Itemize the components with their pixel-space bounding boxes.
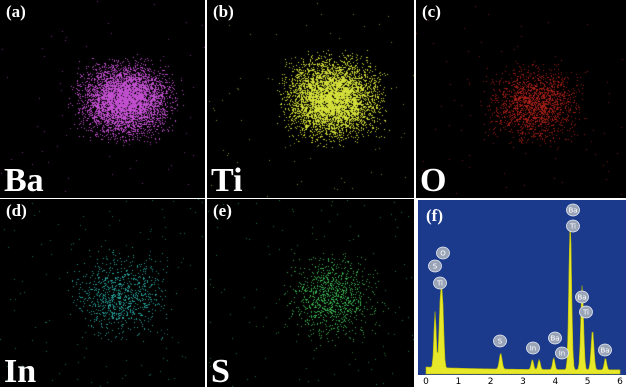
svg-text:Ba: Ba	[600, 347, 609, 355]
svg-text:Ba: Ba	[550, 335, 559, 343]
svg-text:Ba: Ba	[577, 294, 586, 302]
peak-label-ba: Ba	[566, 203, 580, 217]
element-label-s: S	[211, 353, 230, 387]
peak-label-ti: Ti	[579, 305, 593, 319]
peak-label-o: O	[436, 246, 450, 260]
element-label-ba: Ba	[4, 162, 44, 198]
element-label-ti: Ti	[211, 162, 243, 198]
peak-label-ba: Ba	[548, 331, 562, 345]
s-distribution-map	[207, 199, 414, 387]
s-map-panel: (e) S	[207, 199, 414, 387]
svg-text:S: S	[433, 263, 438, 271]
peak-label-ti: Ti	[566, 219, 580, 233]
x-tick-label: 5	[584, 377, 591, 387]
panel-label-d: (d)	[6, 201, 27, 220]
panel-label-b: (b)	[213, 2, 234, 21]
x-tick-label: 6	[617, 377, 623, 387]
ba-map-panel: (a) Ba	[0, 0, 205, 198]
svg-text:In: In	[530, 345, 537, 353]
peak-label-in: In	[555, 346, 569, 360]
panel-label-e: (e)	[213, 201, 232, 220]
svg-text:Ba: Ba	[568, 207, 577, 215]
element-label-in: In	[4, 353, 37, 387]
o-distribution-map	[416, 0, 626, 198]
x-tick-label: 3	[520, 377, 526, 387]
panel-label-a: (a)	[6, 2, 26, 21]
peak-label-s: S	[493, 334, 507, 348]
ba-distribution-map	[0, 0, 205, 198]
peak-label-ba: Ba	[575, 290, 589, 304]
peak-label-ti: Ti	[433, 276, 447, 290]
ti-distribution-map	[207, 0, 414, 198]
peak-label-s: S	[428, 259, 442, 273]
in-map-panel: (d) In	[0, 199, 205, 387]
svg-text:O: O	[440, 250, 446, 258]
svg-text:Ti: Ti	[582, 309, 589, 317]
x-tick-label: 1	[455, 377, 462, 387]
svg-text:Ti: Ti	[569, 223, 576, 231]
spectrum-curve	[425, 221, 621, 375]
x-tick-label: 0	[423, 377, 429, 387]
panel-label-c: (c)	[422, 2, 441, 21]
panel-label-f: (f)	[426, 206, 443, 225]
peak-label-in: In	[526, 341, 540, 355]
x-axis-strip: 0 1 2 3 4 5 6	[418, 375, 626, 387]
x-tick-label: 2	[487, 377, 494, 387]
svg-text:Ti: Ti	[436, 280, 443, 288]
in-distribution-map	[0, 199, 205, 387]
ti-map-panel: (b) Ti	[207, 0, 414, 198]
o-map-panel: (c) O	[416, 0, 626, 198]
peak-label-ba: Ba	[598, 343, 612, 357]
svg-text:In: In	[559, 350, 566, 358]
x-tick-label: 4	[552, 377, 559, 387]
element-label-o: O	[420, 162, 447, 198]
svg-text:S: S	[498, 338, 503, 346]
